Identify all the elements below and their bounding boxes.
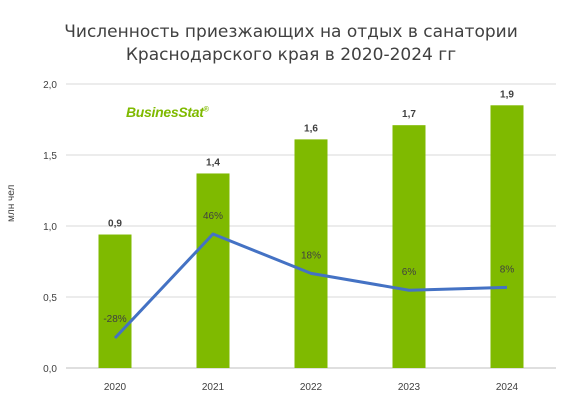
bar-value-label: 0,9 <box>108 219 122 230</box>
businesstat-logo: BusinesStat® <box>126 104 209 120</box>
bar <box>98 234 132 368</box>
x-tick-label: 2023 <box>398 382 421 393</box>
growth-percent-label: 6% <box>402 267 417 278</box>
y-tick-label: 1,5 <box>43 151 57 162</box>
growth-percent-label: -28% <box>103 314 126 325</box>
bar <box>490 105 524 369</box>
bar-value-label: 1,9 <box>500 89 514 100</box>
growth-line: -28% 46% 18% 6% 8% <box>103 211 515 340</box>
y-tick-label: 0,0 <box>43 364 57 375</box>
bar-value-label: 1,6 <box>304 123 318 134</box>
x-tick-labels: 2020 2021 2022 2023 2024 <box>104 382 519 393</box>
bars <box>98 105 524 369</box>
chart-title-line-1: Численность приезжающих на отдых в санат… <box>64 22 518 42</box>
logo-registered-mark: ® <box>203 106 209 114</box>
x-tick-label: 2022 <box>300 382 323 393</box>
growth-line-path <box>113 232 508 340</box>
x-tick-label: 2021 <box>202 382 225 393</box>
bar-value-label: 1,7 <box>402 109 416 120</box>
y-tick-labels: 0,0 0,5 1,0 1,5 2,0 <box>43 80 57 375</box>
y-tick-label: 1,0 <box>43 222 57 233</box>
x-tick-label: 2020 <box>104 382 127 393</box>
bar <box>392 125 426 369</box>
x-tick-label: 2024 <box>496 382 519 393</box>
growth-percent-label: 8% <box>500 264 515 275</box>
growth-percent-label: 46% <box>203 211 223 222</box>
chart-title-line-2: Краснодарского края в 2020-2024 гг <box>125 45 457 65</box>
bar-value-labels: 0,9 1,4 1,6 1,7 1,9 <box>108 89 514 229</box>
logo-text: BusinesStat <box>126 104 204 120</box>
bar <box>196 173 230 368</box>
bar-value-label: 1,4 <box>206 157 220 168</box>
y-tick-label: 2,0 <box>43 80 57 91</box>
y-tick-label: 0,5 <box>43 293 57 304</box>
bar <box>294 139 328 368</box>
growth-percent-label: 18% <box>301 250 321 261</box>
